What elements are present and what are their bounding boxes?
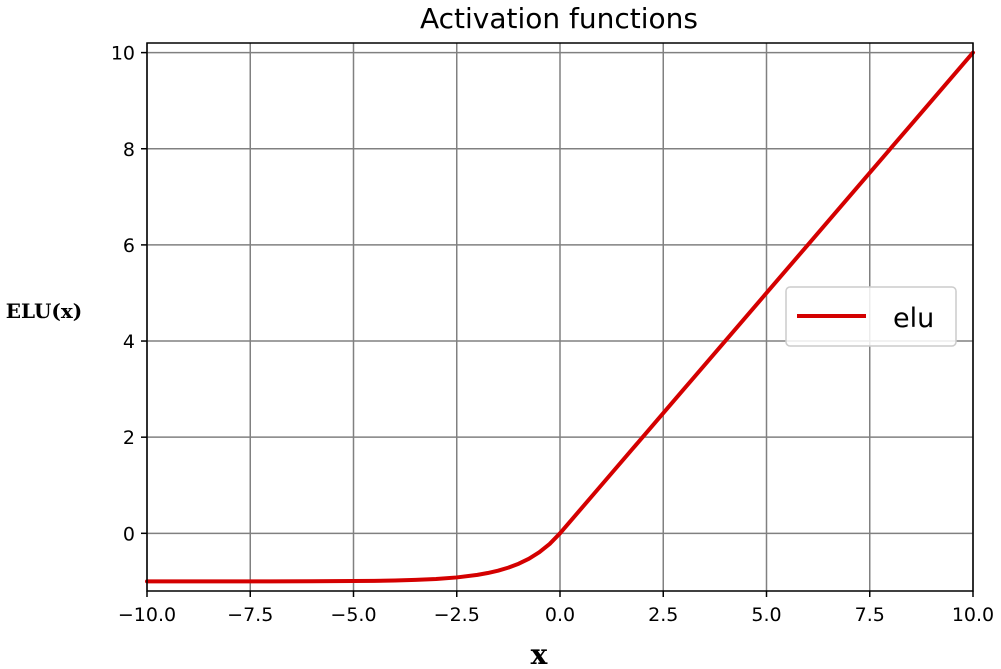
series-layer bbox=[145, 50, 975, 584]
x-tick-label: −5.0 bbox=[330, 604, 376, 626]
x-tick-label: −10.0 bbox=[118, 604, 176, 626]
x-tick-label: 2.5 bbox=[648, 604, 678, 626]
y-tick-label: 10 bbox=[111, 43, 135, 65]
x-tick-label: −2.5 bbox=[434, 604, 480, 626]
y-tick-label: 6 bbox=[123, 235, 135, 257]
y-tick-label: 0 bbox=[123, 523, 135, 545]
series-line-elu bbox=[145, 50, 975, 584]
y-tick-label: 8 bbox=[123, 139, 135, 161]
x-tick-label: 7.5 bbox=[855, 604, 885, 626]
x-tick-label: 0.0 bbox=[545, 604, 575, 626]
chart-title: Activation functions bbox=[420, 2, 698, 35]
y-tick-label: 4 bbox=[123, 331, 135, 353]
x-axis-label: x bbox=[531, 638, 548, 669]
x-tick-label: −7.5 bbox=[227, 604, 273, 626]
y-axis-label: ELU(x) bbox=[6, 299, 83, 323]
grid bbox=[146, 43, 974, 591]
legend-box bbox=[785, 286, 957, 347]
x-tick-label: 5.0 bbox=[751, 604, 781, 626]
ticks: −10.0 −7.5 −5.0 −2.5 0.0 2.5 5.0 7.5 10.0 0 2 4 6 8 10 bbox=[111, 43, 994, 626]
legend-label-elu: elu bbox=[893, 303, 934, 334]
y-tick-label: 2 bbox=[123, 427, 135, 449]
x-tick-label: 10.0 bbox=[952, 604, 994, 626]
legend: elu bbox=[785, 286, 957, 347]
